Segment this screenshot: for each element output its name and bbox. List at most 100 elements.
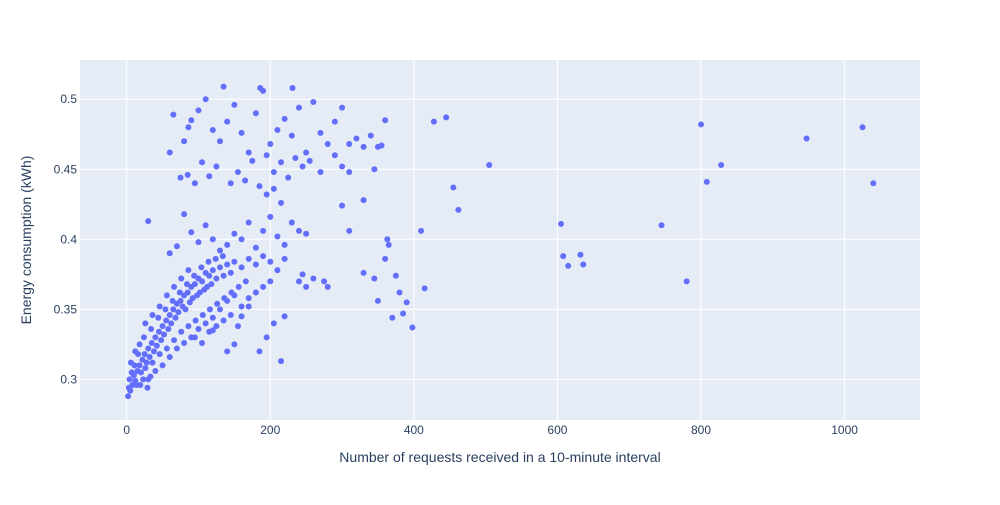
scatter-point — [220, 317, 227, 324]
scatter-point — [443, 114, 450, 121]
scatter-point — [238, 236, 245, 243]
scatter-point — [360, 143, 367, 150]
scatter-point — [204, 283, 211, 290]
scatter-point — [213, 323, 220, 330]
scatter-point — [231, 101, 238, 108]
scatter-point — [191, 180, 198, 187]
scatter-point — [224, 261, 231, 268]
scatter-point — [560, 253, 567, 260]
scatter-point — [209, 267, 216, 274]
scatter-point — [138, 369, 145, 376]
scatter-point — [267, 278, 274, 285]
scatter-point — [257, 85, 264, 92]
scatter-point — [155, 328, 162, 335]
scatter-point — [400, 310, 407, 317]
scatter-point — [278, 159, 285, 166]
scatter-point — [238, 313, 245, 320]
scatter-point — [224, 241, 231, 248]
scatter-point — [182, 306, 189, 313]
x-tick-label: 1000 — [831, 423, 858, 437]
scatter-point — [580, 261, 587, 268]
scatter-point — [267, 258, 274, 265]
scatter-point — [430, 118, 437, 125]
scatter-point — [450, 184, 457, 191]
scatter-point — [170, 306, 177, 313]
scatter-point — [183, 281, 190, 288]
scatter-point — [392, 272, 399, 279]
scatter-point — [158, 337, 165, 344]
scatter-point — [360, 269, 367, 276]
scatter-point — [238, 303, 245, 310]
scatter-point — [278, 199, 285, 206]
scatter-point — [195, 325, 202, 332]
scatter-point — [206, 173, 213, 180]
scatter-point — [231, 258, 238, 265]
y-tick-label: 0.3 — [60, 372, 77, 386]
scatter-point — [212, 255, 219, 262]
scatter-point — [331, 118, 338, 125]
scatter-point — [209, 327, 216, 334]
scatter-point — [263, 152, 270, 159]
scatter-point — [270, 169, 277, 176]
scatter-point — [235, 283, 242, 290]
scatter-point — [169, 297, 176, 304]
scatter-point — [163, 345, 170, 352]
x-axis-title: Number of requests received in a 10-minu… — [339, 449, 660, 465]
scatter-point — [209, 314, 216, 321]
plot-background — [80, 60, 920, 420]
scatter-point — [249, 157, 256, 164]
scatter-point — [299, 271, 306, 278]
scatter-point — [339, 163, 346, 170]
scatter-point — [245, 255, 252, 262]
scatter-point — [191, 334, 198, 341]
scatter-point — [150, 348, 157, 355]
scatter-point — [149, 359, 156, 366]
scatter-point — [220, 272, 227, 279]
scatter-point — [177, 174, 184, 181]
scatter-point — [175, 309, 182, 316]
y-axis-title: Energy consumption (kWh) — [18, 156, 34, 325]
scatter-point — [152, 334, 159, 341]
scatter-point — [310, 99, 317, 106]
scatter-point — [159, 362, 166, 369]
scatter-point — [389, 314, 396, 321]
scatter-point — [195, 107, 202, 114]
scatter-point — [143, 359, 150, 366]
scatter-point — [486, 162, 493, 169]
scatter-point — [188, 117, 195, 124]
x-tick-label: 200 — [260, 423, 280, 437]
scatter-point — [173, 345, 180, 352]
scatter-point — [144, 384, 151, 391]
scatter-point — [209, 236, 216, 243]
scatter-point — [171, 337, 178, 344]
scatter-point — [303, 283, 310, 290]
scatter-point — [353, 135, 360, 142]
scatter-point — [205, 258, 212, 265]
scatter-point — [168, 320, 175, 327]
x-tick-label: 400 — [404, 423, 424, 437]
scatter-point — [188, 229, 195, 236]
scatter-point — [224, 297, 231, 304]
scatter-point — [324, 141, 331, 148]
scatter-point — [156, 303, 163, 310]
scatter-point — [260, 283, 267, 290]
scatter-point — [292, 155, 299, 162]
scatter-point — [378, 142, 385, 149]
data-points — [125, 83, 877, 400]
scatter-point — [396, 289, 403, 296]
x-tick-label: 600 — [547, 423, 567, 437]
scatter-point — [145, 218, 152, 225]
scatter-point — [217, 247, 223, 254]
scatter-point — [274, 233, 281, 240]
scatter-point — [658, 222, 665, 229]
scatter-point — [242, 177, 249, 184]
scatter-point — [245, 149, 252, 156]
scatter-point — [148, 339, 155, 346]
scatter-point — [214, 300, 221, 307]
grid — [80, 60, 920, 420]
scatter-point — [184, 171, 191, 178]
scatter-point — [202, 96, 209, 103]
scatter-point — [278, 358, 285, 365]
scatter-point — [303, 230, 310, 237]
